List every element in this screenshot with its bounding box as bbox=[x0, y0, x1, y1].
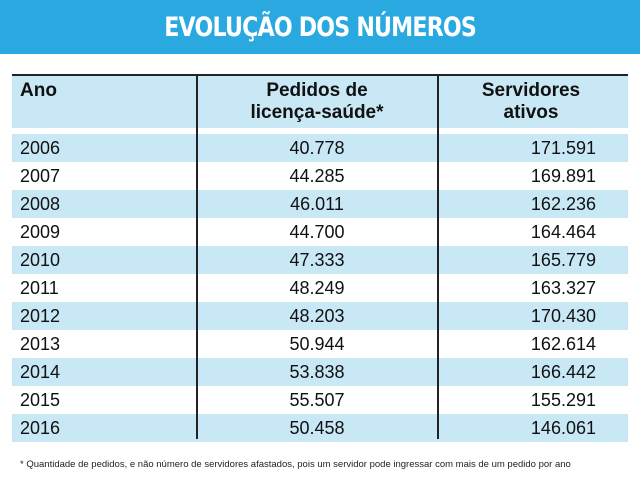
table-row: 2016 50.458 146.061 bbox=[12, 414, 628, 442]
header-servidores: Servidores ativos bbox=[442, 80, 620, 124]
cell-servidores: 162.236 bbox=[530, 194, 596, 214]
cell-servidores: 162.614 bbox=[530, 334, 596, 354]
cell-servidores: 170.430 bbox=[530, 306, 596, 326]
cell-ano: 2007 bbox=[20, 166, 61, 186]
header-servidores-line2: ativos bbox=[503, 102, 559, 123]
cell-pedidos: 48.249 bbox=[289, 278, 345, 298]
page-title: EVOLUÇÃO DOS NÚMEROS bbox=[164, 11, 477, 43]
cell-ano: 2014 bbox=[20, 362, 61, 382]
cell-pedidos: 48.203 bbox=[289, 306, 345, 326]
cell-ano: 2010 bbox=[20, 250, 61, 270]
cell-servidores: 155.291 bbox=[530, 390, 596, 410]
cell-ano: 2011 bbox=[20, 278, 59, 298]
cell-servidores: 166.442 bbox=[530, 362, 596, 382]
cell-pedidos: 55.507 bbox=[289, 390, 345, 410]
cell-ano: 2016 bbox=[20, 418, 61, 438]
cell-servidores: 169.891 bbox=[530, 166, 596, 186]
cell-servidores: 165.779 bbox=[530, 250, 596, 270]
table-row: 2012 48.203 170.430 bbox=[12, 302, 628, 330]
cell-ano: 2013 bbox=[20, 334, 61, 354]
cell-pedidos: 40.778 bbox=[289, 138, 345, 158]
cell-ano: 2015 bbox=[20, 390, 61, 410]
cell-pedidos: 50.458 bbox=[289, 418, 345, 438]
cell-pedidos: 50.944 bbox=[289, 334, 345, 354]
table-row: 2011 48.249 163.327 bbox=[12, 274, 628, 302]
cell-pedidos: 44.285 bbox=[289, 166, 345, 186]
table-row: 2010 47.333 165.779 bbox=[12, 246, 628, 274]
data-table: Ano Pedidos de licença-saúde* Servidores… bbox=[12, 74, 628, 442]
table-row: 2015 55.507 155.291 bbox=[12, 386, 628, 414]
table-row: 2013 50.944 162.614 bbox=[12, 330, 628, 358]
table-header: Ano Pedidos de licença-saúde* Servidores… bbox=[12, 76, 628, 128]
table-row: 2008 46.011 162.236 bbox=[12, 190, 628, 218]
cell-servidores: 146.061 bbox=[530, 418, 596, 438]
table-row: 2009 44.700 164.464 bbox=[12, 218, 628, 246]
cell-pedidos: 46.011 bbox=[290, 194, 344, 214]
cell-ano: 2006 bbox=[20, 138, 61, 158]
cell-pedidos: 53.838 bbox=[289, 362, 345, 382]
table-body: 2006 40.778 171.591 2007 44.285 169.891 2008 46… bbox=[12, 134, 628, 442]
cell-ano: 2009 bbox=[20, 222, 61, 242]
header-pedidos: Pedidos de licença-saúde* bbox=[198, 80, 436, 124]
cell-servidores: 164.464 bbox=[530, 222, 596, 242]
header-pedidos-line2: licença-saúde* bbox=[250, 102, 384, 123]
title-banner: EVOLUÇÃO DOS NÚMEROS bbox=[0, 0, 640, 54]
cell-ano: 2008 bbox=[20, 194, 61, 214]
table-row: 2014 53.838 166.442 bbox=[12, 358, 628, 386]
cell-pedidos: 44.700 bbox=[289, 222, 345, 242]
header-servidores-line1: Servidores bbox=[481, 80, 581, 101]
table-row: 2007 44.285 169.891 bbox=[12, 162, 628, 190]
column-divider bbox=[196, 76, 198, 439]
cell-servidores: 171.591 bbox=[530, 138, 596, 158]
cell-pedidos: 47.333 bbox=[289, 250, 345, 270]
cell-servidores: 163.327 bbox=[530, 278, 596, 298]
header-ano: Ano bbox=[20, 80, 57, 101]
footnote: * Quantidade de pedidos, e não número de… bbox=[20, 459, 571, 470]
table-row: 2006 40.778 171.591 bbox=[12, 134, 628, 162]
header-pedidos-line1: Pedidos de bbox=[266, 80, 368, 101]
cell-ano: 2012 bbox=[20, 306, 61, 326]
column-divider bbox=[437, 76, 439, 439]
